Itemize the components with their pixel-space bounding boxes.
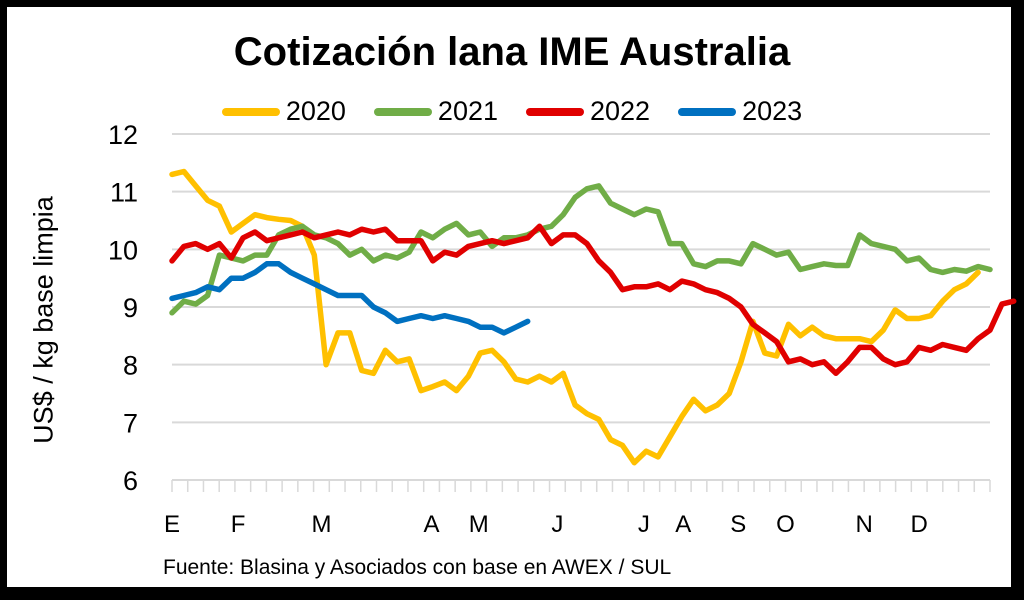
- x-month-label: E: [164, 511, 180, 538]
- y-tick-label: 12: [108, 120, 138, 150]
- x-month-label: D: [911, 511, 928, 538]
- x-month-label: J: [638, 511, 650, 538]
- chart-title: Cotización lana IME Australia: [233, 30, 791, 74]
- y-tick-label: 11: [110, 178, 138, 208]
- series-line-2021: [169, 183, 993, 316]
- legend-swatch: [373, 107, 432, 116]
- x-month-label: M: [311, 511, 331, 538]
- legend-label: 2022: [590, 96, 651, 126]
- legend-item-2021: 2021: [373, 96, 498, 127]
- source-note: Fuente: Blasina y Asociados con base en …: [163, 556, 672, 579]
- legend-item-2020: 2020: [221, 96, 346, 127]
- y-tick-label: 6: [123, 466, 138, 496]
- x-month-label: F: [231, 511, 246, 538]
- legend-swatch: [678, 107, 737, 116]
- legend: 2020 2021 2022 2023: [0, 96, 1024, 127]
- x-month-label: S: [730, 511, 746, 538]
- y-tick-label: 7: [123, 408, 138, 438]
- y-tick-label: 9: [123, 293, 138, 323]
- legend-item-2022: 2022: [526, 96, 650, 127]
- x-month-label: N: [855, 511, 872, 538]
- legend-label: 2023: [742, 96, 803, 126]
- legend-swatch: [526, 107, 584, 116]
- y-tick-label: 10: [108, 235, 138, 265]
- legend-swatch: [221, 107, 280, 116]
- legend-label: 2020: [285, 96, 346, 126]
- x-month-label: O: [776, 511, 795, 538]
- series-line-2020: [169, 168, 981, 466]
- y-tick-label: 8: [123, 351, 138, 381]
- series-line-2022: [169, 223, 1017, 377]
- x-month-label: A: [675, 511, 691, 538]
- legend-item-2023: 2023: [678, 96, 802, 127]
- x-month-label: J: [551, 511, 563, 538]
- x-month-label: A: [424, 511, 440, 538]
- x-month-label: M: [469, 511, 489, 538]
- legend-label: 2021: [437, 96, 498, 126]
- series-line-2023: [169, 261, 531, 336]
